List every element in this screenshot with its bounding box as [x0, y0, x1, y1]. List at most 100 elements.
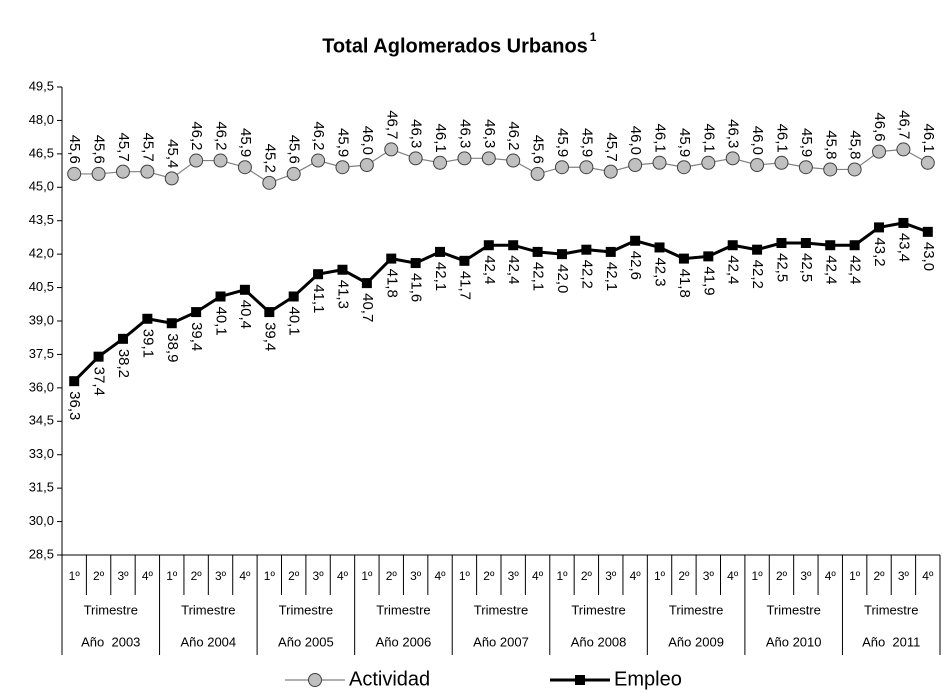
value-label: 46,6	[871, 112, 888, 141]
value-label: 38,9	[164, 333, 181, 362]
marker	[239, 284, 250, 295]
marker	[115, 164, 130, 179]
x-tick-label: 3º	[508, 569, 520, 583]
marker	[532, 246, 543, 257]
marker	[798, 160, 813, 175]
marker	[506, 153, 521, 168]
x-tick-label: 1º	[264, 569, 276, 583]
x-tick-label: 2º	[386, 569, 398, 583]
x-tick-label: 2º	[873, 569, 885, 583]
value-label: 41,7	[456, 271, 473, 300]
marker	[922, 226, 933, 237]
x-tick-label: 4º	[239, 569, 251, 583]
x-tick-label: 4º	[727, 569, 739, 583]
marker	[361, 278, 372, 289]
value-label: 42,1	[432, 262, 449, 291]
marker	[825, 240, 836, 251]
group-label: Año 2007	[473, 634, 529, 649]
group-label: Año 2004	[180, 634, 236, 649]
y-tick-label: 31,5	[29, 480, 54, 495]
marker	[750, 158, 765, 172]
group-label: Año 2008	[571, 634, 627, 649]
x-tick-label: 2º	[776, 569, 788, 583]
group-label: Año 2003	[81, 634, 140, 649]
marker	[213, 153, 228, 168]
x-tick-label: 3º	[703, 569, 715, 583]
value-label: 42,1	[603, 262, 620, 291]
marker	[264, 307, 275, 318]
value-label: 46,0	[749, 126, 766, 155]
marker	[164, 171, 179, 186]
value-label: 43,0	[920, 242, 937, 271]
group-label: Año 2009	[668, 634, 724, 649]
x-tick-label: 1º	[166, 569, 178, 583]
value-label: 40,1	[286, 306, 303, 335]
chart-title: Total Aglomerados Urbanos	[322, 35, 588, 57]
value-label: 42,4	[822, 255, 839, 284]
value-label: 45,6	[66, 135, 83, 164]
marker	[630, 235, 641, 246]
legend-marker	[575, 675, 585, 685]
x-tick-label: 3º	[313, 569, 325, 583]
value-label: 42,5	[798, 253, 815, 282]
value-label: 46,3	[481, 119, 498, 148]
value-label: 36,3	[66, 391, 83, 420]
y-tick-label: 33,0	[29, 446, 54, 461]
x-tick-label: 2º	[581, 569, 593, 583]
value-label: 46,2	[505, 121, 522, 150]
marker	[849, 240, 860, 251]
value-label: 46,2	[188, 121, 205, 150]
series-line	[73, 221, 929, 383]
marker	[313, 269, 324, 280]
x-tick-label: 1º	[69, 569, 81, 583]
x-tick-label: 1º	[459, 569, 471, 583]
marker	[67, 166, 82, 181]
marker	[898, 217, 909, 228]
value-label: 45,7	[115, 132, 132, 161]
marker	[752, 244, 763, 255]
value-label: 42,4	[725, 255, 742, 284]
marker	[93, 351, 104, 362]
value-label: 46,0	[627, 126, 644, 155]
y-tick-label: 39,0	[29, 312, 54, 327]
marker	[433, 155, 448, 170]
marker	[166, 318, 177, 329]
x-tick-label: 3º	[898, 569, 910, 583]
x-tick-label: 4º	[337, 569, 349, 583]
x-tick-label: 4º	[532, 569, 544, 583]
marker	[262, 175, 277, 190]
marker	[91, 166, 106, 181]
x-tick-label: 1º	[752, 569, 764, 583]
y-tick-label: 36,0	[29, 379, 54, 394]
x-tick-label: 2º	[678, 569, 690, 583]
marker	[408, 151, 423, 166]
value-label: 42,1	[530, 262, 547, 291]
value-label: 42,3	[652, 257, 669, 286]
value-label: 40,7	[359, 293, 376, 322]
value-label: 45,8	[847, 130, 864, 159]
marker	[776, 238, 787, 248]
marker	[189, 153, 204, 168]
marker	[483, 240, 494, 251]
marker	[237, 160, 252, 175]
value-label: 42,2	[578, 260, 595, 289]
marker	[530, 166, 545, 181]
value-label: 45,6	[286, 135, 303, 164]
marker	[386, 253, 397, 264]
legend-marker	[308, 673, 322, 687]
marker	[701, 155, 716, 170]
marker	[410, 258, 421, 269]
marker	[337, 264, 348, 275]
y-tick-label: 42,0	[29, 246, 54, 261]
value-label: 42,2	[749, 260, 766, 289]
value-label: 39,4	[188, 322, 205, 351]
value-label: 46,1	[432, 124, 449, 153]
x-tick-label: 1º	[556, 569, 568, 583]
marker	[457, 151, 472, 166]
marker	[481, 151, 496, 166]
marker	[435, 246, 446, 257]
legend-label: Empleo	[614, 668, 682, 690]
group-sublabel: Trimestre	[864, 602, 918, 617]
group-sublabel: Trimestre	[376, 602, 430, 617]
x-tick-label: 1º	[849, 569, 861, 583]
